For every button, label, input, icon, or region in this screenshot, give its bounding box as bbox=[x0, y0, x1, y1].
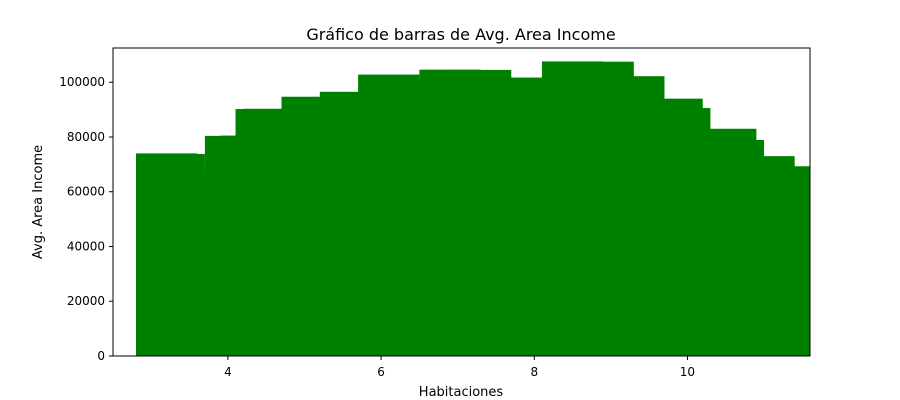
x-tick-label-2: 8 bbox=[530, 365, 538, 379]
x-tick-label-1: 6 bbox=[377, 365, 385, 379]
x-axis-label: Habitaciones bbox=[419, 385, 504, 400]
bars-group bbox=[135, 61, 810, 357]
y-tick-label-4: 80000 bbox=[67, 130, 105, 144]
bar-28 bbox=[748, 166, 810, 356]
plot-frame bbox=[112, 47, 811, 357]
y-tick-label-2: 40000 bbox=[67, 239, 105, 253]
x-tick-label-3: 10 bbox=[680, 365, 695, 379]
x-axis-ticks: 4 6 8 10 bbox=[224, 356, 695, 379]
chart-title: Gráfico de barras de Avg. Area Income bbox=[306, 25, 615, 44]
y-tick-label-5: 100000 bbox=[59, 75, 105, 89]
y-tick-label-3: 60000 bbox=[67, 185, 105, 199]
y-axis-label: Avg. Area Income bbox=[31, 145, 46, 259]
y-tick-label-0: 0 bbox=[97, 349, 105, 363]
y-tick-label-1: 20000 bbox=[67, 294, 105, 308]
y-axis-ticks: 0 20000 40000 60000 80000 100000 bbox=[59, 75, 113, 363]
x-tick-label-0: 4 bbox=[224, 365, 232, 379]
bar-1 bbox=[143, 153, 205, 356]
